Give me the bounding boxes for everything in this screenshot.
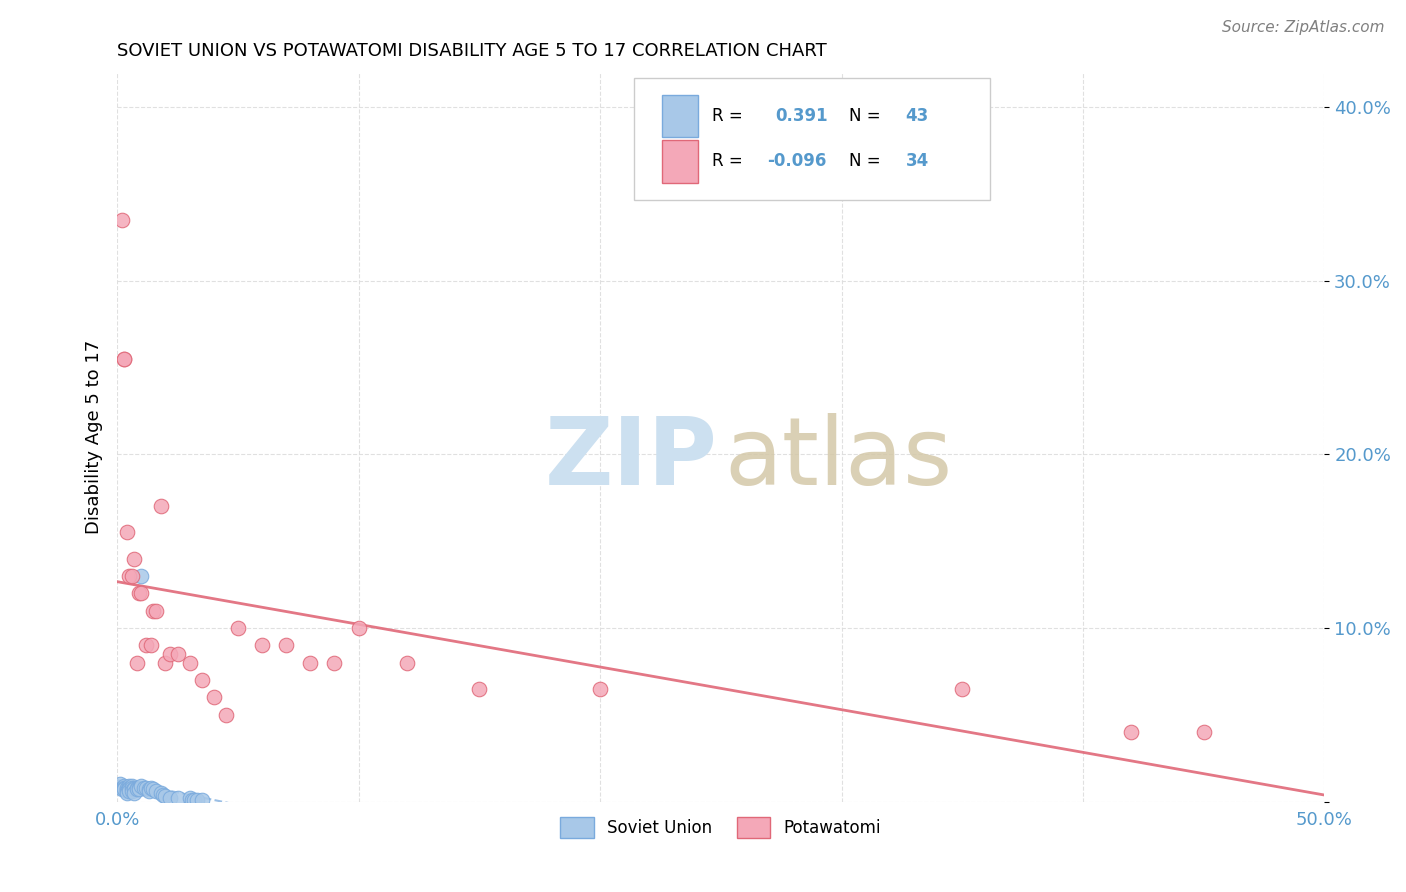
Point (299, 656, 322, 670)
Point (202, 690, 225, 705)
Point (138, 782, 160, 797)
Point (118, 784, 141, 798)
Point (276, 638, 298, 652)
Point (347, 621, 370, 635)
Text: 34: 34 (905, 153, 929, 170)
Point (131, 586, 153, 600)
Point (145, 604, 167, 618)
Point (950, 681, 973, 696)
Point (118, 780, 141, 795)
Point (149, 500, 172, 514)
Point (111, 782, 134, 797)
Bar (662, 95, 697, 137)
Point (121, 569, 143, 583)
Text: atlas: atlas (724, 413, 953, 505)
Point (190, 673, 212, 687)
Point (155, 789, 177, 804)
Point (114, 779, 136, 793)
Point (121, 779, 143, 793)
Point (135, 780, 157, 795)
Point (114, 782, 136, 797)
Point (468, 681, 491, 696)
Text: 43: 43 (905, 107, 929, 125)
Point (323, 656, 346, 670)
Point (183, 793, 205, 807)
Point (118, 779, 141, 793)
Point (118, 782, 141, 797)
Point (139, 780, 162, 795)
Y-axis label: Disability Age 5 to 17: Disability Age 5 to 17 (86, 340, 103, 534)
Text: N =: N = (849, 153, 880, 170)
Point (181, 793, 204, 807)
Legend: Soviet Union, Potawatomi: Soviet Union, Potawatomi (554, 811, 889, 845)
Text: N =: N = (849, 107, 880, 125)
Point (1121, 725, 1143, 739)
Text: SOVIET UNION VS POTAWATOMI DISABILITY AGE 5 TO 17 CORRELATION CHART: SOVIET UNION VS POTAWATOMI DISABILITY AG… (117, 42, 827, 60)
Point (152, 788, 174, 802)
Bar (662, 140, 697, 183)
Point (215, 707, 238, 722)
Text: 0.391: 0.391 (775, 107, 828, 125)
Point (122, 780, 145, 795)
Point (135, 638, 157, 652)
Point (111, 780, 134, 795)
Point (179, 656, 201, 670)
Point (125, 782, 148, 797)
Point (142, 782, 165, 797)
Point (121, 784, 143, 798)
Point (115, 525, 138, 540)
Point (155, 656, 177, 670)
Point (132, 780, 155, 795)
Point (125, 780, 148, 795)
Point (139, 638, 162, 652)
Point (1192, 725, 1215, 739)
Point (149, 786, 172, 800)
Point (122, 786, 145, 800)
Point (128, 586, 150, 600)
Point (589, 681, 612, 696)
Point (108, 777, 131, 791)
Point (166, 791, 188, 805)
FancyBboxPatch shape (634, 78, 990, 200)
Point (128, 780, 150, 795)
Point (190, 793, 212, 807)
Point (159, 647, 181, 661)
Point (131, 779, 153, 793)
Point (395, 656, 418, 670)
Point (122, 782, 145, 797)
Text: ZIP: ZIP (544, 413, 717, 505)
Point (114, 351, 136, 366)
Point (115, 780, 138, 795)
Point (111, 213, 134, 227)
Point (122, 551, 145, 566)
Point (118, 569, 141, 583)
Text: Source: ZipAtlas.com: Source: ZipAtlas.com (1222, 20, 1385, 35)
Text: -0.096: -0.096 (766, 153, 827, 170)
Point (115, 784, 138, 798)
Point (115, 786, 138, 800)
Point (131, 569, 153, 583)
Point (159, 791, 181, 805)
Point (166, 647, 188, 661)
Point (114, 780, 136, 795)
Point (226, 621, 249, 635)
Text: R =: R = (713, 107, 744, 125)
Point (186, 793, 208, 807)
Point (138, 784, 160, 798)
Point (179, 791, 201, 805)
Point (114, 351, 136, 366)
Point (142, 604, 165, 618)
Point (145, 784, 167, 798)
Text: R =: R = (713, 153, 744, 170)
Point (128, 782, 150, 797)
Point (115, 782, 138, 797)
Point (121, 780, 143, 795)
Point (250, 638, 273, 652)
Point (125, 656, 148, 670)
